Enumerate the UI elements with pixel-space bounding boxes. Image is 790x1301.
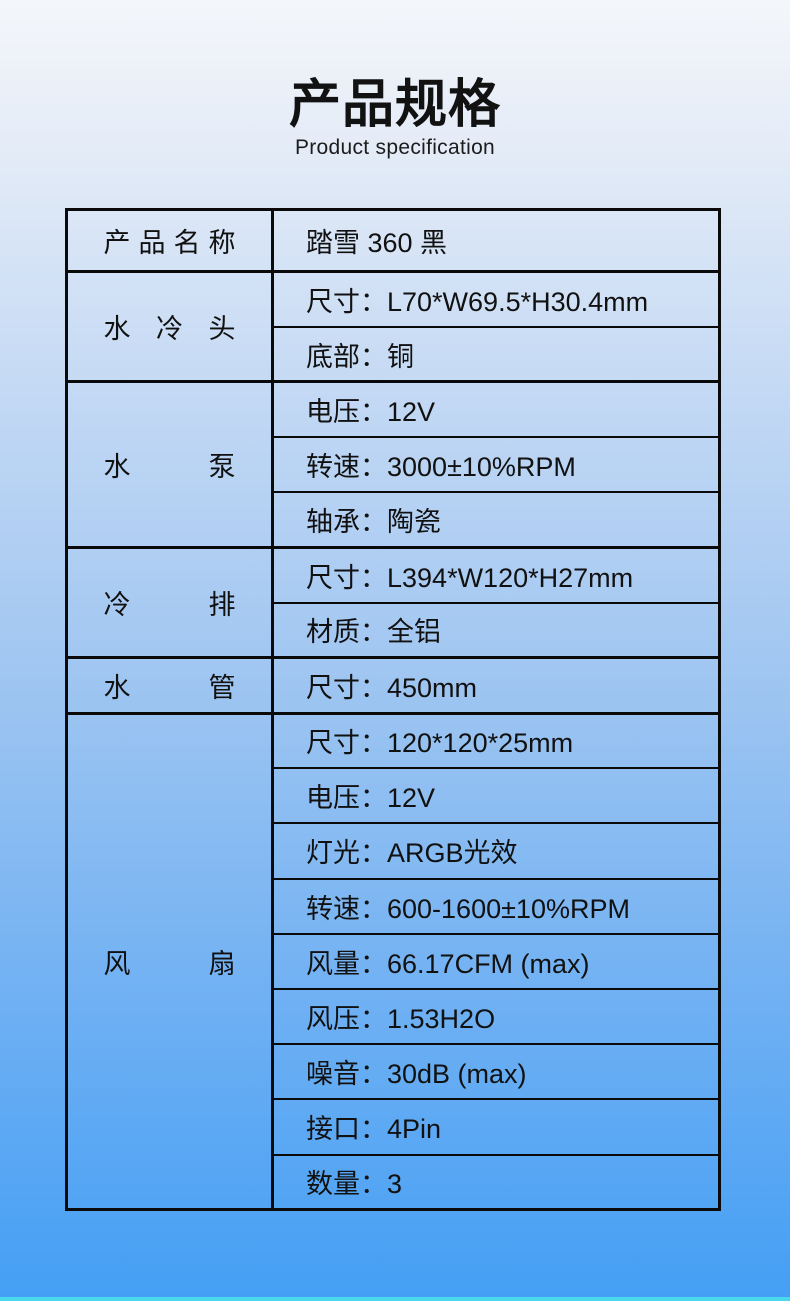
table-row: 接口：4Pin (67, 1099, 720, 1156)
table-row: 材质：全铝 (67, 602, 720, 660)
section-label-water-tube: 水管 (66, 657, 274, 715)
table-row: 电压：12V (67, 768, 720, 825)
section-label-radiator: 冷排 (66, 547, 274, 660)
spec-fan-speed: 转速：600-1600±10%RPM (272, 878, 720, 935)
section-label-water-block: 水冷头 (66, 271, 274, 384)
spec-fan-quantity: 数量：3 (272, 1154, 720, 1212)
section-label-fan: 风扇 (66, 713, 274, 1212)
section-label-text: 水泵 (103, 452, 236, 483)
section-label-product-name: 产品名称 (66, 209, 274, 273)
table-row: 轴承：陶瓷 (67, 492, 720, 549)
spec-fan-connector: 接口：4Pin (272, 1099, 720, 1156)
spec-pump-voltage: 电压：12V (272, 381, 720, 439)
section-label-text: 水管 (103, 672, 236, 703)
spec-fan-lighting: 灯光：ARGB光效 (272, 823, 720, 880)
spec-radiator-material: 材质：全铝 (272, 602, 720, 660)
section-label-text: 产品名称 (103, 228, 236, 258)
table-row: 产品名称 踏雪 360 黑 (66, 209, 720, 273)
table-row: 转速：3000±10%RPM (67, 437, 720, 494)
spec-table: 产品名称 踏雪 360 黑 水冷头 尺寸：L70*W69.5*H30.4mm 底… (65, 208, 721, 1212)
table-row: 水泵 电压：12V (66, 381, 720, 549)
table-row: 风压：1.53H2O (67, 988, 720, 1046)
table-row: 数量：3 (67, 1154, 720, 1212)
table-row: 底部：铜 (67, 326, 720, 384)
spec-radiator-size: 尺寸：L394*W120*H27mm (272, 547, 720, 604)
table-row: 转速：600-1600±10%RPM (67, 878, 720, 935)
spec-fan-airflow: 风量：66.17CFM (max) (272, 933, 720, 990)
section-label-text: 冷排 (103, 590, 236, 621)
page-title: 产品规格 (288, 76, 501, 134)
spec-fan-noise: 噪音：30dB (max) (272, 1044, 720, 1101)
spec-pump-bearing: 轴承：陶瓷 (272, 492, 720, 549)
spec-waterblock-base: 底部：铜 (272, 326, 720, 384)
section-label-water-pump: 水泵 (66, 381, 274, 549)
table-row: 水管 尺寸：450mm (66, 657, 720, 715)
spec-fan-size: 尺寸：120*120*25mm (272, 713, 720, 770)
spec-tube-length: 尺寸：450mm (272, 657, 720, 715)
section-label-text: 水冷头 (103, 314, 236, 345)
page-header: 产品规格 Product specification (0, 0, 790, 208)
spec-fan-pressure: 风压：1.53H2O (272, 988, 720, 1046)
spec-product-name: 踏雪 360 黑 (272, 209, 720, 273)
table-row: 风量：66.17CFM (max) (67, 933, 720, 990)
page-subtitle: Product specification (294, 136, 496, 160)
spec-waterblock-size: 尺寸：L70*W69.5*H30.4mm (272, 271, 720, 328)
section-label-text: 风扇 (103, 948, 236, 979)
spec-pump-speed: 转速：3000±10%RPM (272, 437, 720, 494)
table-row: 噪音：30dB (max) (67, 1044, 720, 1101)
table-row: 灯光：ARGB光效 (67, 823, 720, 880)
bottom-accent-strip (0, 1297, 790, 1301)
spec-fan-voltage: 电压：12V (272, 768, 720, 825)
table-row: 风扇 尺寸：120*120*25mm (66, 713, 720, 1212)
table-row: 冷排 尺寸：L394*W120*H27mm (66, 547, 720, 660)
table-row: 水冷头 尺寸：L70*W69.5*H30.4mm (66, 271, 720, 384)
